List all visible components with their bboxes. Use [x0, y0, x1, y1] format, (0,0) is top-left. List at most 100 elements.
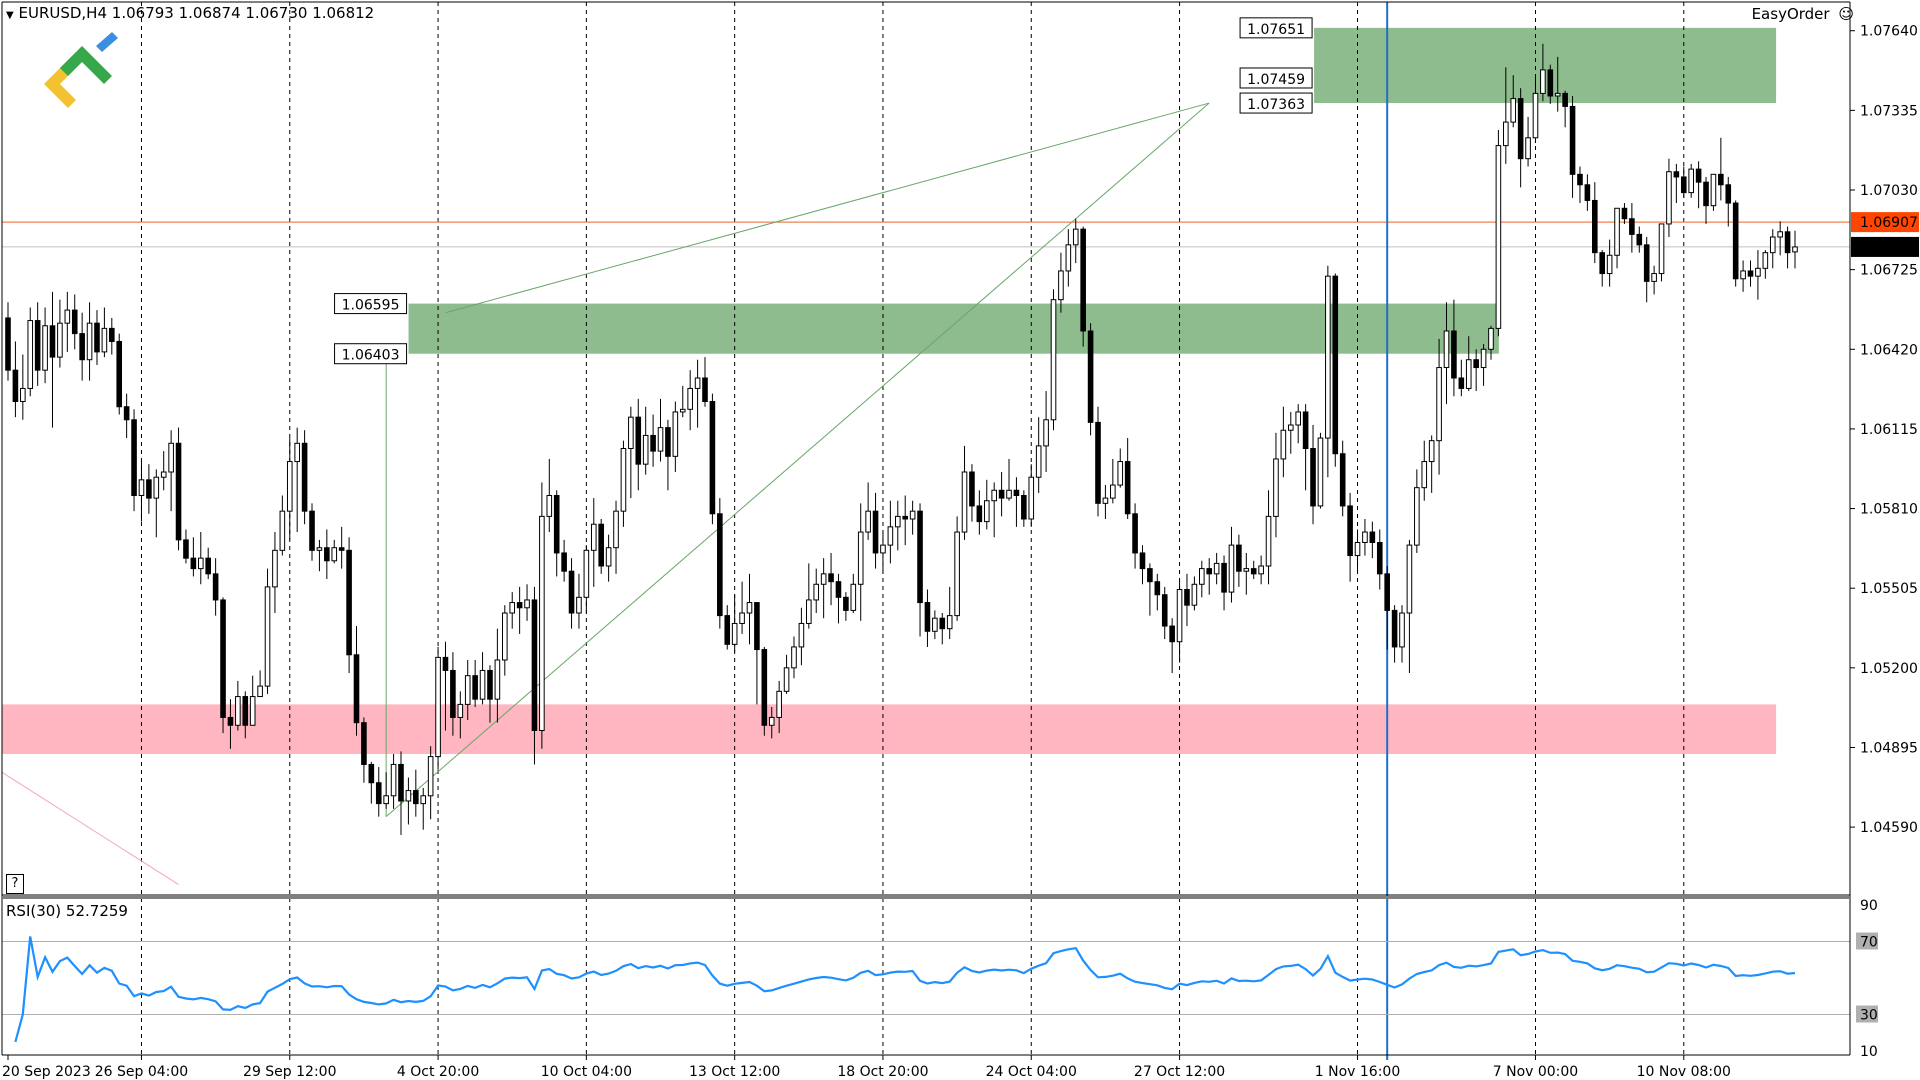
candle-body [1087, 330, 1094, 423]
y-tick-label: 1.05810 [1860, 502, 1918, 518]
candle-body [1213, 562, 1220, 575]
y-tick-label: 1.06115 [1860, 422, 1918, 438]
candle-body [1354, 542, 1361, 557]
candle-body [1755, 267, 1761, 277]
x-tick-label: 20 Sep 2023 [2, 1064, 91, 1080]
candle-body [969, 471, 975, 507]
candle-body [1436, 367, 1442, 442]
smiley-icon: ☺ [1838, 5, 1854, 23]
candle-body [479, 669, 486, 700]
candle-body [1569, 105, 1576, 175]
candle-body [1629, 218, 1635, 235]
candle-body [168, 442, 174, 473]
candle-body [1517, 98, 1524, 160]
candle-body [813, 583, 820, 601]
candle-body [1406, 544, 1413, 614]
candle-body [71, 309, 78, 335]
candle-body [843, 596, 849, 611]
chart-menu-arrow-icon[interactable]: ▼ [6, 10, 14, 21]
candle-body [1599, 252, 1606, 275]
candle-body [620, 448, 627, 512]
candle-body [502, 612, 508, 661]
candle-body [131, 419, 137, 496]
candle-body [5, 317, 11, 371]
candle-body [1362, 531, 1368, 543]
candle-body [435, 656, 441, 758]
candle-body [820, 573, 827, 585]
candle-body [197, 557, 204, 570]
candle-body [1176, 589, 1183, 643]
candle-body [665, 427, 671, 457]
candle-body [590, 523, 597, 551]
x-tick-label: 29 Sep 12:00 [243, 1064, 336, 1080]
panel-separator [2, 896, 1850, 899]
candle-body [1747, 270, 1754, 277]
candle-body [1792, 246, 1798, 253]
candle-body [1584, 184, 1591, 201]
candle-body [1666, 171, 1672, 225]
easyorder-panel[interactable]: EasyOrder ☺ [1752, 5, 1854, 23]
candle-body [1421, 461, 1428, 489]
candle-body [27, 320, 34, 389]
candle-body [1065, 244, 1072, 272]
candle-body [1295, 411, 1301, 426]
candle-body [857, 531, 864, 585]
candle-body [1161, 594, 1168, 627]
candle-body [1258, 565, 1264, 575]
help-button[interactable]: ? [6, 874, 24, 894]
candle-body [235, 696, 241, 726]
candle-body [1732, 202, 1739, 280]
y-tick-label: 1.04590 [1860, 820, 1918, 836]
candle-body [1347, 505, 1353, 557]
candle-body [1273, 458, 1279, 517]
trendline-1 [385, 102, 1210, 818]
candle-body [398, 763, 404, 802]
candle-body [1050, 299, 1057, 421]
trendline-pink [1, 771, 179, 885]
x-tick-label: 10 Oct 04:00 [541, 1064, 632, 1080]
candle-body [961, 471, 968, 533]
level-label-box [334, 343, 408, 365]
candle-body [49, 325, 56, 358]
level-label-box [1239, 67, 1313, 89]
candle-body [1139, 552, 1146, 570]
candle-body [442, 656, 449, 671]
candle-body [413, 790, 419, 805]
candle-body [717, 513, 723, 617]
candle-body [316, 547, 323, 551]
candle-body [1265, 515, 1272, 567]
candle-body [642, 434, 649, 465]
level-label-text: 1.07651 [1247, 22, 1305, 38]
candle-body [1784, 231, 1791, 254]
candle-body [34, 320, 41, 371]
candle-body [1688, 168, 1694, 194]
rsi-level-label: 30 [1860, 1008, 1878, 1024]
candle-body [1243, 568, 1250, 572]
candle-body [1280, 429, 1287, 460]
candle-body [450, 669, 456, 718]
zones-layer [2, 27, 1777, 754]
candle-body [109, 327, 115, 342]
candle-body [1488, 327, 1494, 350]
candle-body [123, 406, 130, 421]
candle-body [1339, 453, 1346, 507]
candle-body [57, 322, 63, 358]
candle-body [1458, 377, 1465, 389]
broker-logo [44, 32, 118, 108]
current-price-tag-bg [1851, 212, 1919, 233]
candle-body [1636, 233, 1643, 246]
x-tick-label: 1 Nov 16:00 [1315, 1064, 1400, 1080]
level-label-text: 1.06595 [342, 298, 400, 314]
level-label-box [334, 293, 408, 315]
candle-body [375, 782, 382, 805]
candle-body [1725, 184, 1732, 204]
candle-body [946, 615, 953, 630]
candle-body [1035, 445, 1042, 478]
candle-body [420, 795, 427, 805]
candle-body [1532, 92, 1539, 139]
chart-header: ▼ EURUSD,H4 1.06793 1.06874 1.06730 1.06… [6, 4, 374, 22]
candle-body [1072, 228, 1079, 246]
candle-body [464, 675, 471, 705]
